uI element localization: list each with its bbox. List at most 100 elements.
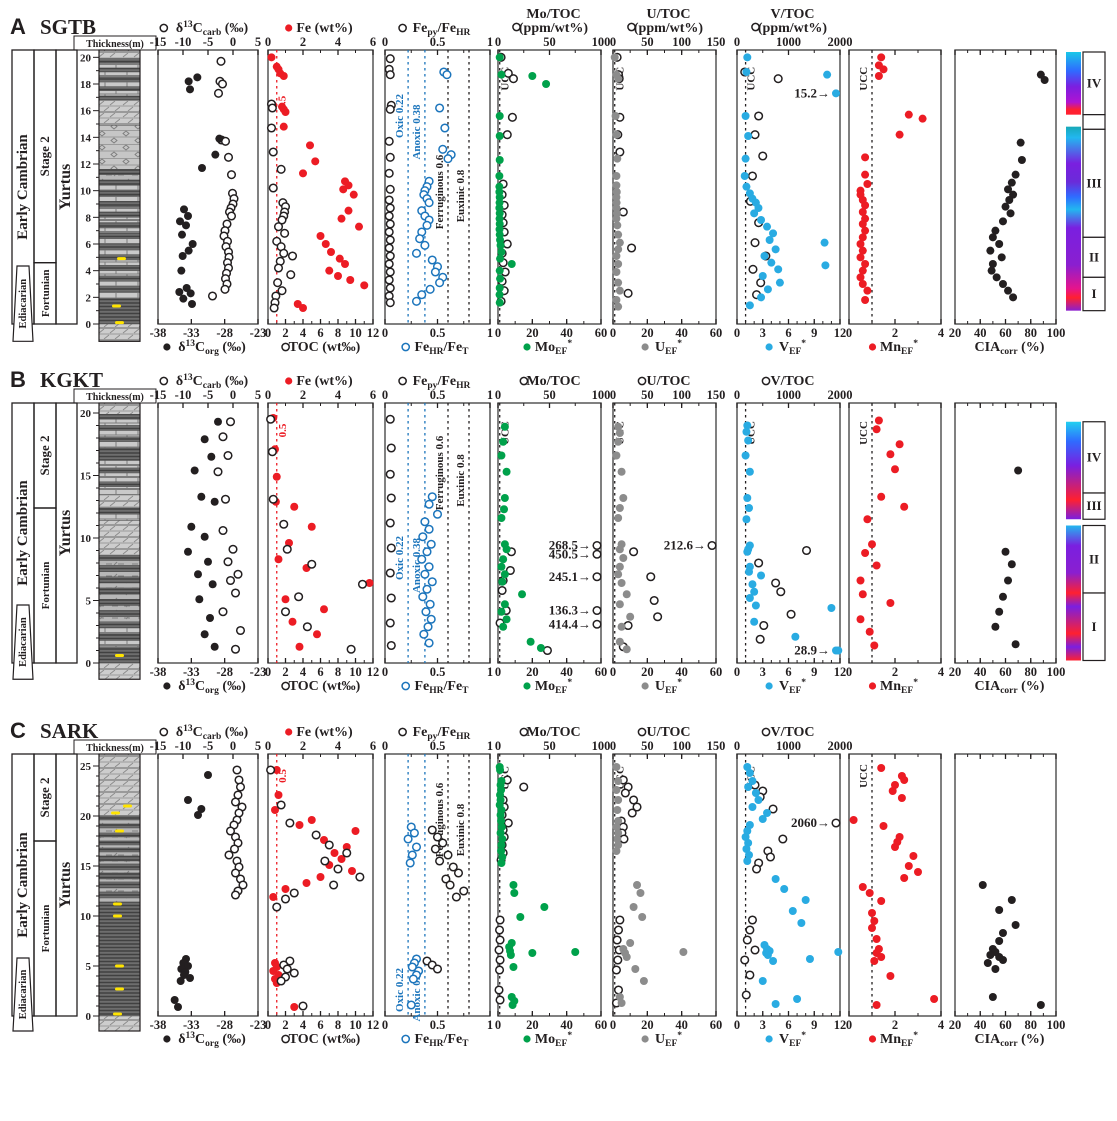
data-point — [614, 230, 623, 239]
lith-band — [98, 863, 141, 871]
data-point — [224, 850, 234, 860]
axis-number: 0 — [610, 1018, 616, 1032]
lith-band — [98, 425, 141, 431]
axis-number: 100 — [672, 388, 691, 402]
lith-band — [98, 243, 141, 250]
data-point — [401, 1034, 411, 1044]
data-point — [427, 577, 437, 587]
lith-band — [98, 560, 141, 566]
data-point — [998, 956, 1007, 964]
data-point — [281, 1034, 290, 1044]
axis-number: 1 — [487, 665, 493, 679]
axis-number: 0 — [734, 388, 740, 402]
data-point — [888, 787, 897, 795]
data-point — [614, 302, 623, 311]
thickness-label: Thickness(m) — [86, 392, 144, 403]
ruler-label: 25 — [80, 761, 92, 773]
column-bottom-title: CIAcorr (%) — [975, 1032, 1045, 1049]
data-point — [495, 955, 505, 965]
lith-band — [98, 179, 141, 186]
data-point — [757, 293, 766, 302]
data-point — [619, 834, 629, 844]
data-point — [503, 818, 513, 828]
axis-number: -28 — [216, 1018, 233, 1032]
data-point — [615, 429, 624, 437]
axis-number: -23 — [250, 665, 267, 679]
lith-band — [98, 90, 141, 97]
data-point — [1011, 921, 1020, 929]
data-point — [441, 874, 451, 884]
data-point — [778, 834, 788, 844]
data-point — [204, 771, 212, 779]
data-point — [440, 123, 450, 133]
column-fer: 0 0.5 1 0 0.5 1 Fepy/FeHR FeHR/FeT Oxic 0.22 Anox… — [382, 374, 493, 696]
lith-band — [98, 872, 141, 880]
axis-number: 0 — [734, 35, 740, 49]
data-point — [497, 607, 506, 616]
phosphatic-nodule — [123, 804, 132, 808]
data-point — [360, 281, 369, 290]
data-point — [210, 642, 219, 651]
data-point — [307, 816, 316, 824]
data-point — [614, 514, 623, 522]
column-bottom-title: VEF* — [779, 339, 806, 357]
column-title: Mo/TOC — [526, 7, 580, 22]
axis-number: 6 — [317, 1018, 323, 1032]
lith-band — [98, 605, 141, 611]
data-point — [499, 437, 508, 446]
data-point — [865, 627, 874, 636]
axis-number: 2000 — [828, 739, 853, 753]
data-point — [500, 600, 509, 609]
data-point — [612, 181, 621, 190]
zone-label: II — [1089, 551, 1099, 566]
data-point — [776, 587, 786, 597]
data-point — [500, 494, 509, 502]
data-point — [742, 515, 751, 524]
data-point — [403, 834, 413, 844]
data-point — [495, 935, 505, 945]
data-point — [267, 447, 277, 457]
data-point — [269, 303, 279, 313]
lith-band — [98, 217, 141, 223]
data-point — [763, 285, 772, 294]
column-bottom-title: UEF* — [655, 1031, 682, 1049]
plot-box — [954, 753, 1057, 1017]
annotation-text: 212.6→ — [664, 538, 706, 553]
axis-number: 6 — [317, 326, 323, 340]
data-point — [398, 727, 407, 737]
data-point — [748, 777, 757, 785]
column-bottom-title: MoEF* — [535, 1031, 572, 1049]
data-point — [891, 781, 899, 789]
ruler-label: 10 — [80, 911, 92, 923]
data-point — [858, 590, 867, 599]
ruler-label: 18 — [80, 79, 92, 91]
data-point — [218, 432, 228, 442]
axis-number: 0 — [265, 35, 271, 49]
data-point — [495, 112, 504, 120]
data-point — [497, 451, 506, 460]
data-point — [424, 638, 434, 648]
data-point — [218, 525, 228, 536]
data-point — [516, 913, 525, 921]
ruler-label: 10 — [80, 533, 92, 545]
data-point — [763, 809, 772, 817]
data-point — [745, 970, 755, 980]
data-point — [858, 220, 867, 228]
data-point — [281, 595, 290, 604]
data-point — [220, 494, 231, 504]
data-point — [385, 618, 395, 628]
panel-C: C SARK Thickness(m) Early Cambrian Stage 2 Fo… — [0, 708, 1117, 1055]
annotation-text: 15.2→ — [794, 85, 830, 100]
stage-sub-label: Fortunian — [40, 905, 52, 953]
column-title-2: (ppm/wt%) — [758, 21, 828, 36]
stage-sub-label: Fortunian — [40, 269, 52, 317]
data-point — [424, 562, 434, 572]
data-point — [384, 211, 394, 221]
column-title: Fepy/FeHR — [413, 374, 471, 391]
